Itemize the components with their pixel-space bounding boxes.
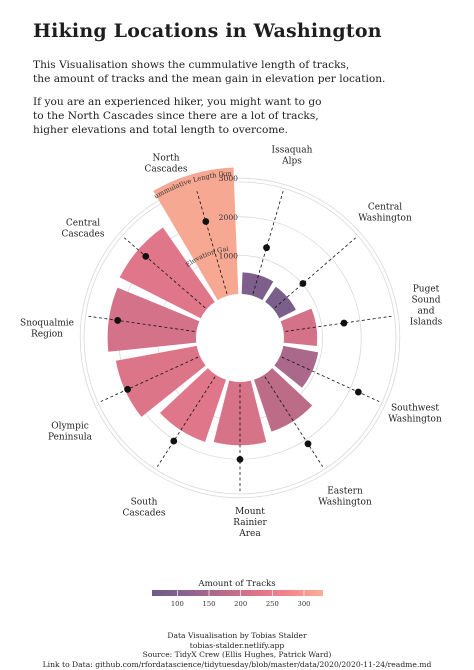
legend-tick-label: 150: [203, 600, 216, 608]
footer-line: Link to Data: github.com/rfordatascience…: [42, 659, 432, 669]
category-labels: Issaquah Alps Central Washington Puget Sound a…: [20, 146, 443, 540]
spoke-line: [156, 376, 216, 467]
elevation-point: [202, 218, 210, 225]
category-label: Central Washington: [358, 203, 412, 224]
bar-layer: [107, 167, 319, 446]
category-label: Central Cascades: [62, 219, 105, 240]
radial-tick-label: 3000: [219, 174, 238, 183]
bar: [241, 272, 274, 301]
elevation-point: [299, 280, 307, 287]
radial-axis-title: Cummulative Length [km]: [0, 0, 233, 201]
legend-ticks: 100 150 200 250 300: [171, 590, 311, 608]
category-label: Mount Rainier Area: [233, 507, 267, 539]
note-line: higher elevations and total length to ov…: [33, 124, 289, 136]
radial-tick-label: 1000: [219, 251, 238, 260]
bar: [107, 287, 200, 352]
subtitle-line: the amount of tracks and the mean gain i…: [33, 73, 386, 85]
radial-tick-labels: 1000 2000 3000: [219, 174, 238, 260]
elevation-point: [304, 440, 312, 448]
note-line: If you are an experienced hiker, you mig…: [33, 96, 322, 108]
spoke-line: [100, 356, 199, 402]
bar: [159, 368, 226, 442]
radial-tick-label: 2000: [219, 213, 238, 222]
elevation-point: [124, 385, 131, 393]
legend-tick-label: 200: [234, 600, 247, 608]
category-label: Snoqualmie Region: [20, 319, 74, 340]
category-label: Olympic Peninsula: [48, 422, 93, 443]
legend-tick-label: 300: [298, 600, 311, 608]
elevation-point: [236, 455, 244, 463]
footer-credits: Data Visualisation by Tobias Stalder tob…: [0, 631, 474, 669]
spoke-line: [88, 315, 195, 332]
elevation-point: [114, 317, 122, 324]
spoke-line: [196, 191, 228, 294]
bar: [280, 308, 318, 347]
footer-line: Source: TidyX Crew (Ellis Hughes, Patric…: [142, 650, 332, 660]
bar: [153, 167, 239, 301]
subtitle-line: This Visualisation shows the cummulative…: [33, 59, 350, 71]
elevation-points: [114, 218, 362, 463]
color-legend: Amount of Tracks 100 150 200 250 300: [152, 579, 323, 608]
spoke-line: [264, 376, 324, 467]
elevation-point: [263, 244, 270, 252]
legend-tick-label: 100: [171, 600, 184, 608]
grid-circle-outer: [83, 181, 397, 495]
bar: [254, 368, 313, 432]
category-label: Issaquah Alps: [272, 146, 313, 167]
spoke-line: [124, 237, 206, 309]
spoke-line: [285, 315, 392, 332]
category-label: South Cascades: [123, 498, 166, 519]
category-label: Southwest Washington: [388, 404, 442, 425]
grid-circle: [79, 177, 401, 499]
elevation-point: [340, 319, 348, 327]
category-label: Puget Sound and Islands: [410, 285, 443, 328]
category-label: North Cascades: [145, 154, 188, 175]
footer-line: Data Visualisation by Tobias Stalder: [167, 631, 307, 640]
bar: [115, 345, 206, 417]
elevation-point: [354, 388, 362, 396]
spoke-line: [281, 356, 380, 402]
spoke-layer: [88, 191, 392, 491]
footer-line: tobias-stalder.netlify.app: [189, 640, 285, 650]
category-label: Eastern Washington: [318, 487, 372, 508]
legend-colorbar: [152, 590, 323, 596]
note-paragraph: If you are an experienced hiker, you mig…: [33, 95, 321, 137]
bar: [274, 345, 319, 388]
elevation-point: [142, 252, 150, 260]
elevation-point: [170, 437, 178, 445]
spoke-line: [252, 191, 284, 294]
spoke-line: [274, 237, 356, 309]
note-line: to the North Cascades since there are a …: [33, 110, 319, 122]
legend-title: Amount of Tracks: [197, 579, 275, 589]
page-title: Hiking Locations in Washington: [33, 20, 382, 42]
subtitle-paragraph: This Visualisation shows the cummulative…: [33, 58, 385, 86]
legend-tick-label: 250: [266, 600, 279, 608]
